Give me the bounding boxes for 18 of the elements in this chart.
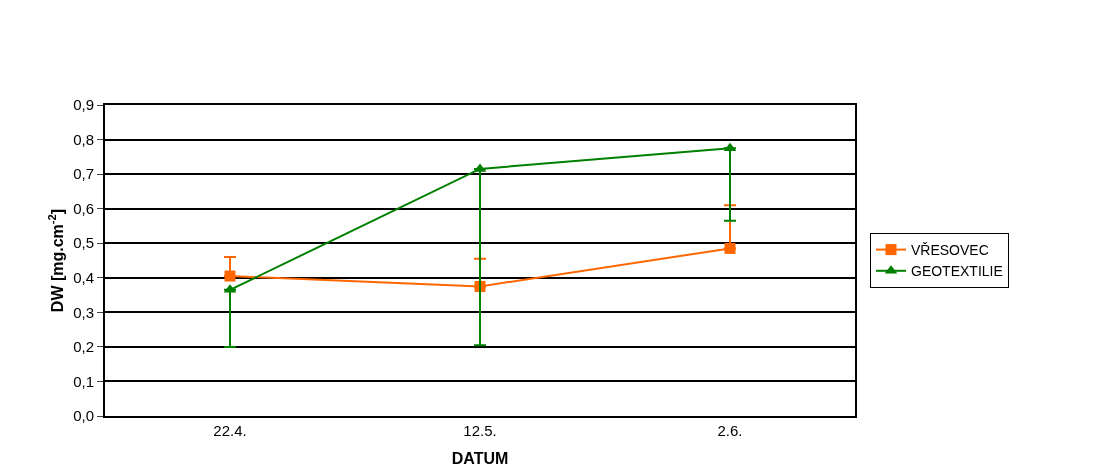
x-tick-label: 22.4.: [213, 422, 247, 439]
y-tick-label: 0,9: [73, 96, 94, 114]
y-tick-label: 0,7: [73, 165, 94, 183]
point: [224, 270, 236, 282]
x-axis-title: DATUM: [451, 450, 509, 468]
x-tick-label: 2.6.: [717, 422, 743, 439]
point: [724, 242, 736, 254]
y-tick-label: 0,0: [73, 407, 94, 425]
y-tick-label: 0,6: [73, 199, 94, 217]
y-tick-label: 0,4: [73, 269, 94, 287]
legend-label: GEOTEXTILIE: [911, 263, 1003, 280]
y-tick-label: 0,2: [73, 338, 94, 356]
legend-label: VŘESOVEC: [911, 242, 989, 259]
x-tick-label: 12.5.: [463, 422, 497, 439]
y-tick-label: 0,5: [73, 234, 94, 252]
y-tick-label: 0,8: [73, 130, 94, 148]
y-tick-label: 0,3: [73, 303, 94, 321]
y-tick-label: 0,1: [73, 372, 94, 390]
